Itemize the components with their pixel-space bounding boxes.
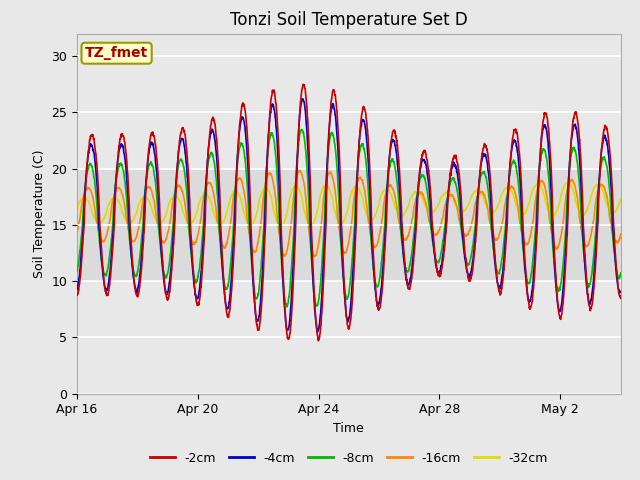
Bar	[77, 168, 621, 281]
X-axis label: Time: Time	[333, 422, 364, 435]
Text: TZ_fmet: TZ_fmet	[85, 46, 148, 60]
Y-axis label: Soil Temperature (C): Soil Temperature (C)	[33, 149, 45, 278]
Legend: -2cm, -4cm, -8cm, -16cm, -32cm: -2cm, -4cm, -8cm, -16cm, -32cm	[145, 447, 553, 469]
Title: Tonzi Soil Temperature Set D: Tonzi Soil Temperature Set D	[230, 11, 468, 29]
